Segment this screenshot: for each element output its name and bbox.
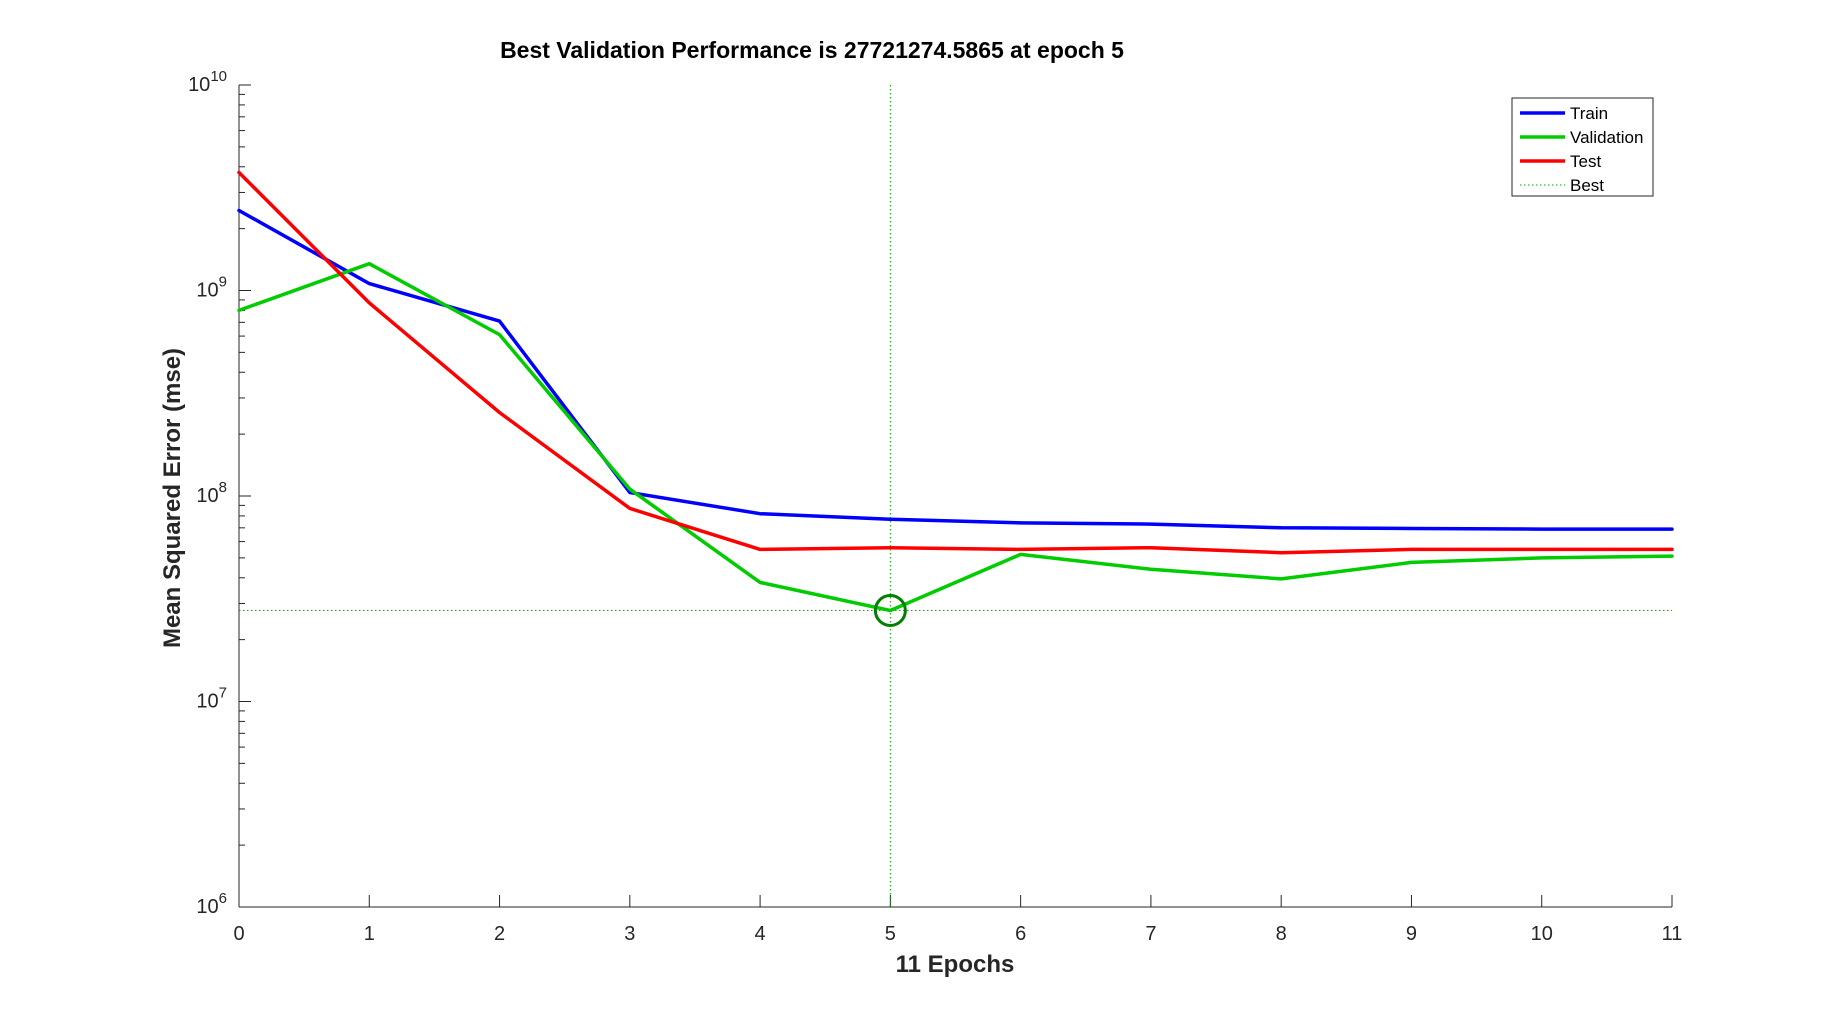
y-tick-label: 106 bbox=[196, 890, 227, 918]
plot-area: 0 1 2 3 4 5 6 7 8 9 10 11 106 107 108 109 1010 bbox=[188, 68, 1682, 945]
legend-validation-label: Validation bbox=[1570, 128, 1643, 147]
y-tick-label: 107 bbox=[196, 685, 227, 713]
x-tick-label: 7 bbox=[1145, 923, 1156, 945]
x-tick-label: 5 bbox=[885, 923, 896, 945]
legend-train-label: Train bbox=[1570, 104, 1608, 123]
legend-test-label: Test bbox=[1570, 152, 1601, 171]
x-tick-label: 0 bbox=[233, 923, 244, 945]
x-axis-label: 11 Epochs bbox=[896, 951, 1015, 978]
legend-best-label: Best bbox=[1570, 176, 1604, 195]
legend: Train Validation Test Best bbox=[1511, 97, 1654, 197]
validation-line bbox=[237, 261, 1674, 613]
x-tick-label: 4 bbox=[755, 923, 766, 945]
best-marker bbox=[873, 594, 907, 628]
chart-title: Best Validation Performance is 27721274.… bbox=[500, 37, 1124, 63]
x-tick-label: 2 bbox=[494, 923, 505, 945]
x-tick-label: 6 bbox=[1015, 923, 1026, 945]
test-line bbox=[237, 170, 1674, 555]
y-tick-label: 108 bbox=[196, 479, 227, 507]
y-axis-label: Mean Squared Error (mse) bbox=[159, 348, 186, 648]
x-tick-label: 9 bbox=[1406, 923, 1417, 945]
x-tick-label: 8 bbox=[1276, 923, 1287, 945]
x-tick-label: 11 bbox=[1662, 923, 1683, 945]
y-tick-label: 1010 bbox=[188, 68, 227, 96]
y-tick-label: 109 bbox=[196, 274, 227, 302]
x-tick-label: 1 bbox=[364, 923, 375, 945]
x-tick-label: 10 bbox=[1531, 923, 1553, 945]
train-line bbox=[237, 208, 1674, 531]
x-tick-label: 3 bbox=[624, 923, 635, 945]
